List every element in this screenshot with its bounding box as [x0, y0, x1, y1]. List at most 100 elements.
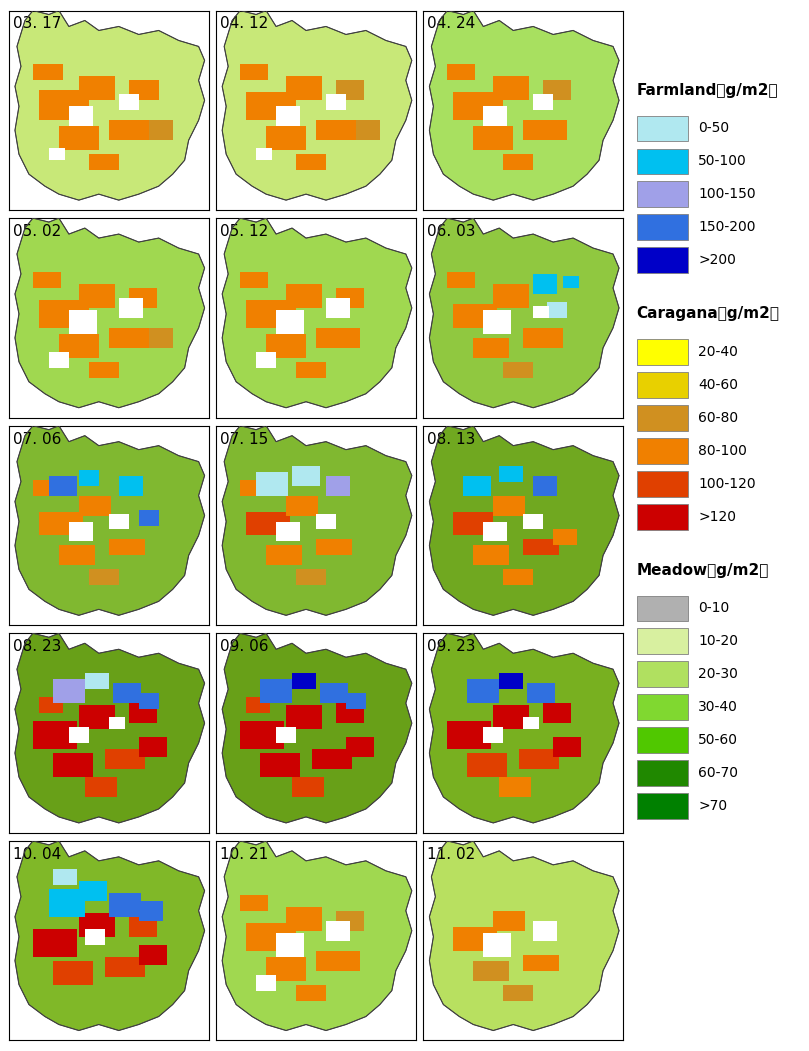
Bar [119, 297, 142, 317]
Text: 03. 17: 03. 17 [13, 17, 61, 32]
Bar [49, 352, 69, 368]
Bar [346, 737, 374, 757]
Bar [138, 945, 167, 965]
Bar [453, 304, 498, 328]
Bar [483, 310, 511, 334]
Bar [523, 539, 559, 555]
Polygon shape [15, 426, 205, 615]
Bar [499, 674, 523, 689]
Bar [316, 328, 360, 348]
Bar [493, 496, 525, 516]
Text: 0-10: 0-10 [698, 601, 730, 616]
Bar [246, 512, 290, 535]
Polygon shape [430, 426, 619, 615]
FancyBboxPatch shape [637, 503, 688, 530]
Bar [112, 683, 141, 703]
Text: 08. 13: 08. 13 [427, 432, 476, 447]
FancyBboxPatch shape [637, 794, 688, 819]
Bar [78, 912, 115, 936]
Bar [33, 64, 63, 80]
Bar [453, 92, 503, 120]
Text: 80-100: 80-100 [698, 444, 747, 458]
Bar [138, 694, 159, 709]
Bar [53, 961, 93, 985]
Bar [256, 974, 276, 991]
Bar [85, 777, 116, 797]
Polygon shape [15, 11, 205, 200]
Bar [49, 476, 77, 496]
Bar [336, 288, 364, 308]
Bar [336, 703, 364, 723]
Bar [473, 126, 513, 150]
Bar [33, 929, 77, 956]
Bar [499, 466, 523, 481]
Text: 150-200: 150-200 [698, 221, 756, 234]
Bar [78, 881, 107, 901]
Bar [312, 749, 352, 769]
Bar [69, 106, 93, 126]
Bar [108, 539, 145, 555]
Bar [483, 521, 507, 541]
Bar [286, 77, 322, 100]
Bar [493, 705, 529, 729]
Bar [316, 951, 360, 971]
Text: 10. 21: 10. 21 [220, 847, 269, 862]
Bar [292, 674, 316, 689]
Bar [547, 302, 567, 317]
Bar [533, 921, 557, 941]
Text: 04. 12: 04. 12 [220, 17, 269, 32]
Text: 07. 06: 07. 06 [13, 432, 61, 447]
Bar [85, 929, 105, 945]
Bar [256, 472, 288, 496]
Text: 0-50: 0-50 [698, 122, 730, 136]
Text: 60-70: 60-70 [698, 766, 738, 780]
FancyBboxPatch shape [637, 405, 688, 431]
Polygon shape [222, 634, 412, 823]
Text: 100-150: 100-150 [698, 187, 756, 202]
FancyBboxPatch shape [637, 339, 688, 365]
Bar [78, 77, 115, 100]
Bar [129, 703, 157, 723]
Bar [240, 479, 264, 496]
Bar [78, 705, 115, 729]
Text: 10. 04: 10. 04 [13, 847, 61, 862]
Bar [89, 570, 119, 585]
FancyBboxPatch shape [637, 661, 688, 687]
Bar [503, 570, 533, 585]
Bar [493, 911, 525, 931]
Bar [33, 272, 61, 288]
Text: 20-30: 20-30 [698, 667, 738, 681]
Bar [78, 496, 111, 516]
Text: 08. 23: 08. 23 [13, 639, 61, 655]
Bar [326, 297, 350, 317]
Bar [292, 777, 324, 797]
Bar [108, 717, 125, 729]
Bar [246, 923, 296, 951]
Polygon shape [15, 841, 205, 1031]
Polygon shape [15, 634, 205, 823]
Bar [464, 476, 491, 496]
Bar [69, 310, 97, 334]
Bar [296, 570, 326, 585]
FancyBboxPatch shape [637, 727, 688, 754]
Bar [89, 154, 119, 170]
Bar [326, 476, 350, 496]
Bar [286, 496, 318, 516]
FancyBboxPatch shape [637, 695, 688, 720]
FancyBboxPatch shape [637, 182, 688, 207]
Bar [276, 106, 300, 126]
Text: Farmland（g/m2）: Farmland（g/m2） [637, 83, 778, 98]
Text: 07. 15: 07. 15 [220, 432, 269, 447]
Bar [266, 126, 306, 150]
Bar [53, 869, 77, 885]
Bar [240, 272, 268, 288]
Bar [447, 64, 476, 80]
Bar [240, 64, 268, 80]
Bar [149, 120, 172, 140]
Bar [276, 310, 304, 334]
Bar [523, 514, 543, 530]
Bar [105, 956, 145, 976]
Bar [138, 510, 159, 526]
Polygon shape [222, 841, 412, 1031]
FancyBboxPatch shape [637, 471, 688, 497]
